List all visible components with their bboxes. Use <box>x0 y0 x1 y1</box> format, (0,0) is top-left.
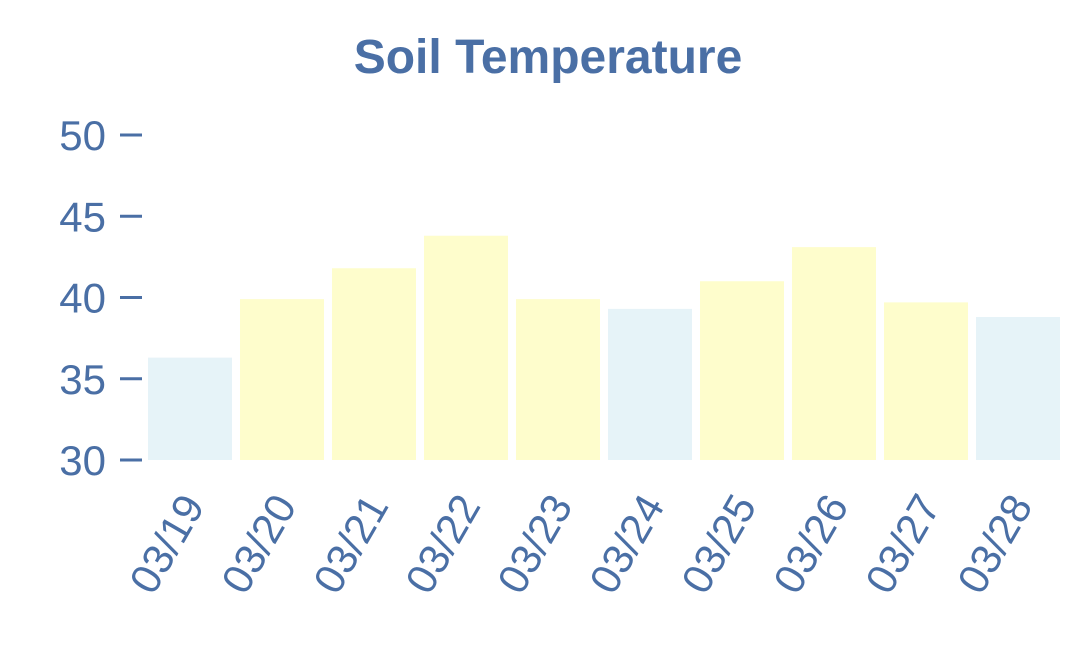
x-tick-label: 03/24 <box>580 487 673 602</box>
x-tick-label: 03/23 <box>488 487 581 602</box>
x-tick-label: 03/21 <box>304 487 397 602</box>
y-tick-label: 30 <box>59 437 106 484</box>
bar-03-24 <box>608 308 692 460</box>
y-tick-label: 50 <box>59 112 106 159</box>
x-tick-label: 03/28 <box>948 487 1041 602</box>
x-tick-label: 03/26 <box>764 487 857 602</box>
y-tick-label: 35 <box>59 356 106 403</box>
bar-03-19 <box>148 357 232 460</box>
bar-03-26 <box>792 247 876 460</box>
x-tick-label: 03/27 <box>856 487 949 602</box>
bar-03-25 <box>700 281 784 460</box>
y-tick-label: 40 <box>59 275 106 322</box>
bars <box>148 235 1060 460</box>
x-tick-label: 03/20 <box>212 487 305 602</box>
bar-03-21 <box>332 268 416 460</box>
bar-03-28 <box>976 317 1060 460</box>
y-axis: 30 35 40 45 50 <box>59 112 142 484</box>
y-tick-label: 45 <box>59 193 106 240</box>
bar-03-20 <box>240 299 324 460</box>
bar-03-23 <box>516 299 600 460</box>
bar-03-27 <box>884 302 968 460</box>
bar-03-22 <box>424 235 508 460</box>
chart-title: Soil Temperature <box>353 31 743 84</box>
x-tick-label: 03/25 <box>672 487 765 602</box>
x-tick-label: 03/19 <box>120 487 213 602</box>
x-axis: 03/1903/2003/2103/2203/2303/2403/2503/26… <box>120 487 1041 602</box>
x-tick-label: 03/22 <box>396 487 489 602</box>
